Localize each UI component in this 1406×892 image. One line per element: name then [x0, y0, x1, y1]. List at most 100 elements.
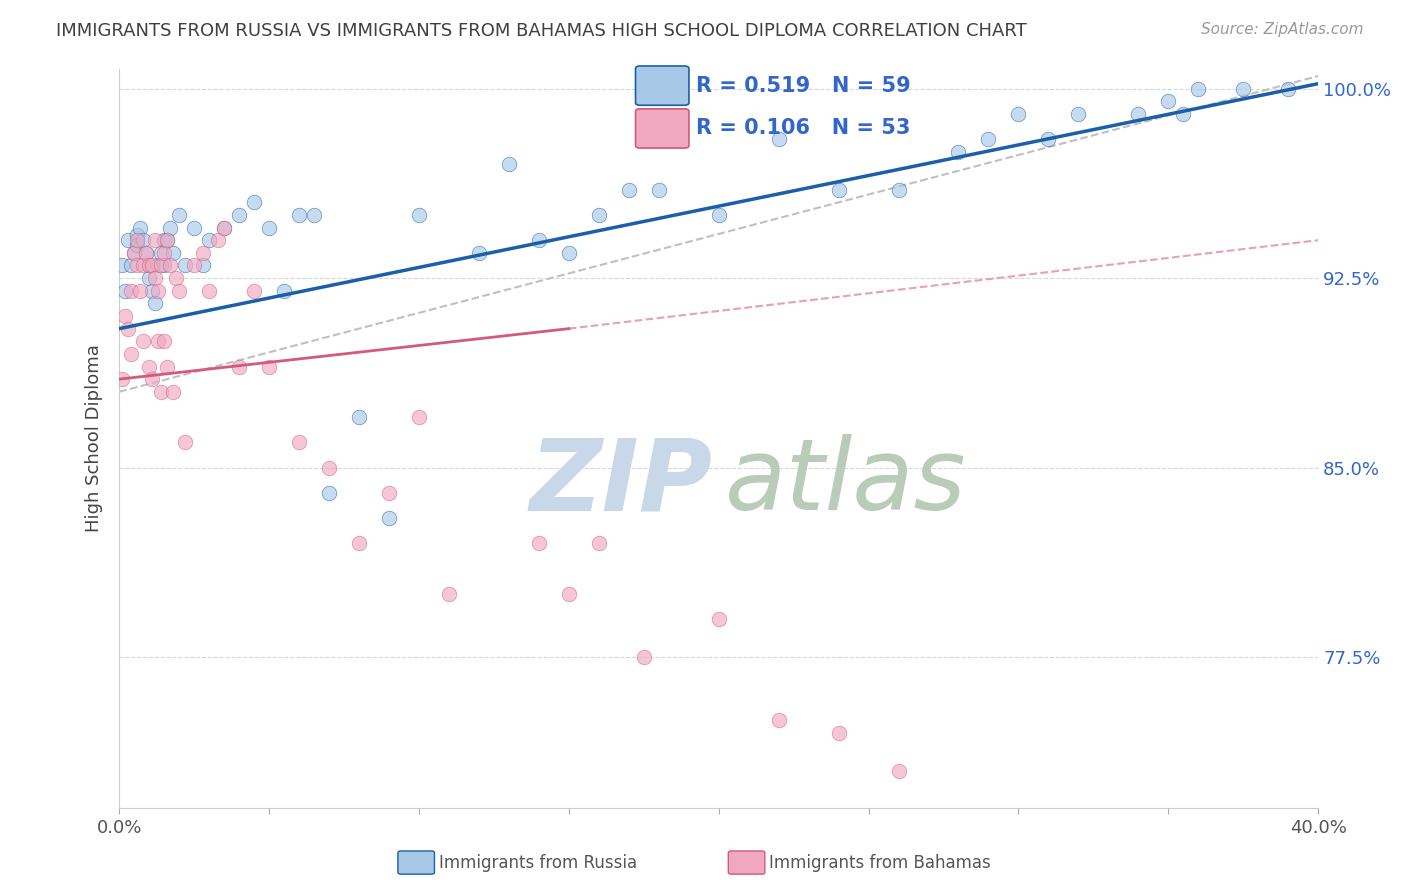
Point [138, 271, 160, 285]
Point [174, 435, 197, 450]
Point [132, 233, 155, 247]
Point [1128, 107, 1150, 121]
Point [141, 372, 163, 386]
Point [156, 233, 179, 247]
Point [162, 245, 184, 260]
Point [153, 334, 176, 349]
Point [141, 284, 163, 298]
Point [150, 245, 173, 260]
Point [228, 359, 250, 374]
Text: R = 0.519   N = 59: R = 0.519 N = 59 [696, 76, 911, 95]
Point [198, 284, 221, 298]
Point [150, 259, 173, 273]
Point [165, 271, 187, 285]
Point [498, 157, 520, 171]
Point [167, 208, 190, 222]
Point [408, 410, 430, 425]
Point [111, 372, 134, 386]
Text: Immigrants from Russia: Immigrants from Russia [439, 854, 637, 871]
Point [408, 208, 430, 222]
Point [138, 259, 160, 273]
Point [129, 220, 152, 235]
Point [156, 359, 179, 374]
Point [207, 233, 229, 247]
Point [153, 259, 176, 273]
Point [1173, 107, 1195, 121]
Text: Source: ZipAtlas.com: Source: ZipAtlas.com [1201, 22, 1364, 37]
Point [617, 183, 640, 197]
Point [135, 245, 157, 260]
Point [1232, 81, 1254, 95]
Point [977, 132, 1000, 146]
Point [193, 259, 215, 273]
Point [768, 713, 790, 727]
Point [159, 220, 181, 235]
Point [198, 233, 221, 247]
Point [143, 233, 166, 247]
Point [159, 259, 181, 273]
Point [1038, 132, 1060, 146]
Point [378, 485, 401, 500]
Point [132, 334, 155, 349]
Text: R = 0.106   N = 53: R = 0.106 N = 53 [696, 119, 910, 138]
Point [122, 245, 145, 260]
Point [347, 410, 370, 425]
Point [162, 384, 184, 399]
Point [318, 485, 340, 500]
Text: IMMIGRANTS FROM RUSSIA VS IMMIGRANTS FROM BAHAMAS HIGH SCHOOL DIPLOMA CORRELATIO: IMMIGRANTS FROM RUSSIA VS IMMIGRANTS FRO… [56, 22, 1026, 40]
Point [212, 220, 235, 235]
Point [302, 208, 325, 222]
Point [1067, 107, 1090, 121]
Point [228, 208, 250, 222]
Point [167, 284, 190, 298]
Point [143, 271, 166, 285]
Point [127, 259, 149, 273]
Point [127, 228, 149, 243]
Point [633, 649, 655, 664]
Point [150, 384, 173, 399]
Point [212, 220, 235, 235]
Point [437, 587, 460, 601]
Point [117, 233, 139, 247]
Point [887, 183, 910, 197]
Point [288, 208, 311, 222]
Point [347, 536, 370, 550]
Text: Immigrants from Bahamas: Immigrants from Bahamas [769, 854, 991, 871]
Point [122, 245, 145, 260]
Point [138, 259, 160, 273]
Point [468, 245, 491, 260]
Point [156, 233, 179, 247]
Point [114, 284, 136, 298]
Point [120, 347, 142, 361]
Point [174, 259, 197, 273]
Point [120, 259, 142, 273]
Point [117, 321, 139, 335]
Point [183, 220, 205, 235]
Point [1187, 81, 1209, 95]
Point [120, 284, 142, 298]
Point [273, 284, 295, 298]
Point [827, 725, 849, 739]
Point [1277, 81, 1299, 95]
Point [153, 245, 176, 260]
Point [193, 245, 215, 260]
Y-axis label: High School Diploma: High School Diploma [86, 344, 103, 533]
Point [378, 511, 401, 525]
Point [768, 132, 790, 146]
Point [558, 587, 581, 601]
Point [527, 233, 550, 247]
Point [257, 220, 280, 235]
Point [707, 612, 730, 626]
Point [127, 233, 149, 247]
Point [148, 259, 170, 273]
Point [153, 233, 176, 247]
Point [288, 435, 311, 450]
Point [887, 764, 910, 778]
Point [827, 183, 849, 197]
Text: atlas: atlas [724, 434, 966, 532]
Point [148, 334, 170, 349]
Point [1157, 95, 1180, 109]
Point [257, 359, 280, 374]
Point [114, 309, 136, 323]
Point [129, 284, 152, 298]
